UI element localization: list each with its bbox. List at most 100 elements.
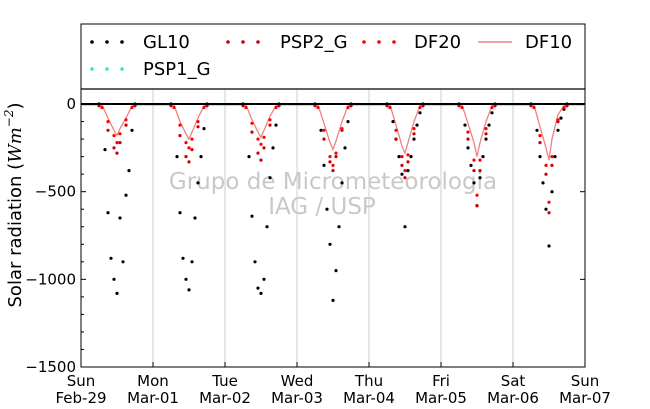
legend-swatch-dot [377,40,381,44]
data-point [478,169,482,173]
data-point [472,169,476,173]
data-point [538,141,542,145]
data-point [322,128,326,132]
data-point [316,105,320,110]
y-tick-label: −500 [35,183,76,201]
data-point [544,172,548,176]
data-point [118,216,122,220]
data-point [394,128,398,132]
data-point [418,105,422,110]
data-point [556,118,560,122]
data-point [562,105,566,110]
data-point [193,216,197,220]
data-point [274,123,278,127]
data-point [106,128,110,132]
data-point [262,146,266,150]
data-point [112,134,116,138]
data-point [115,141,119,145]
data-point [556,128,560,132]
data-point [550,163,554,167]
data-point [268,123,272,127]
data-point [478,176,482,180]
x-tick-label-date: Mar-06 [487,389,539,407]
data-point [340,181,344,185]
grid [152,90,514,367]
data-point [331,298,335,302]
legend-entry-psp2-g: PSP2_G [226,32,348,53]
legend-swatch-dot [392,40,396,44]
data-point [271,146,275,150]
y-tick-label: −1000 [25,270,76,288]
data-point [481,155,485,159]
data-marks [81,102,585,302]
data-point [487,123,491,127]
data-point [184,277,188,281]
x-tick-label-day: Sun [571,372,600,390]
data-point [403,169,407,173]
data-point [541,181,545,185]
data-point [187,146,191,150]
data-point [328,160,332,164]
legend-swatch-dot [226,40,230,44]
data-point [547,200,551,204]
data-point [202,105,206,110]
data-point [199,155,203,159]
data-point [256,151,260,155]
data-point [325,207,329,211]
data-point [415,123,419,127]
data-point [109,256,113,260]
y-axis-label-unit: Wm [5,127,26,163]
data-point [463,123,467,127]
x-tick-label-day: Mon [137,372,169,390]
legend-entry-df20: DF20 [362,32,461,53]
data-point [124,123,128,127]
data-point [121,260,125,264]
y-axis-label: Solar radiation (Wm−2) [2,102,26,307]
y-tick-label: 0 [66,95,76,113]
x-tick-label-day: Tue [211,372,238,390]
plot-frame [80,23,586,368]
data-point [127,169,131,173]
data-point [130,105,134,110]
data-point [244,105,248,110]
data-point [460,105,464,110]
data-point [484,137,488,141]
data-point [394,137,398,141]
data-point [274,105,278,110]
legend-label: GL10 [143,32,190,53]
data-point [403,225,407,229]
data-point [190,260,194,264]
watermark-line-1: Grupo de Micrometeorologia [169,169,497,195]
data-point [403,176,407,180]
data-point [472,181,476,185]
data-point [406,169,410,173]
data-point [124,118,128,122]
data-point [256,137,260,141]
x-axis: SunFeb-29MonMar-01TueMar-02WedMar-03ThuM… [55,362,611,407]
x-tick-label-day: Sat [501,372,526,390]
data-point [124,193,128,197]
data-point [250,214,254,218]
data-point [478,158,482,162]
data-point [250,130,254,134]
x-tick-label-date: Mar-04 [343,389,395,407]
data-point [337,225,341,229]
data-point [265,225,269,229]
data-point [343,146,347,150]
x-tick-label-date: Mar-01 [127,389,179,407]
y-axis-label-exponent: −2 [2,110,16,128]
data-point [550,190,554,194]
data-point [400,172,404,176]
y-axis: 0 −500 −1000 −1500 [25,95,585,376]
data-point [397,155,401,159]
x-tick-label-day: Fri [432,372,450,390]
x-tick-label-date: Feb-29 [55,389,106,407]
data-point [346,120,350,124]
data-point [112,146,116,150]
legend-label: DF10 [525,32,572,53]
data-point [118,132,122,136]
data-point [400,163,404,167]
x-tick-label-date: Mar-02 [199,389,251,407]
data-point [475,193,479,197]
